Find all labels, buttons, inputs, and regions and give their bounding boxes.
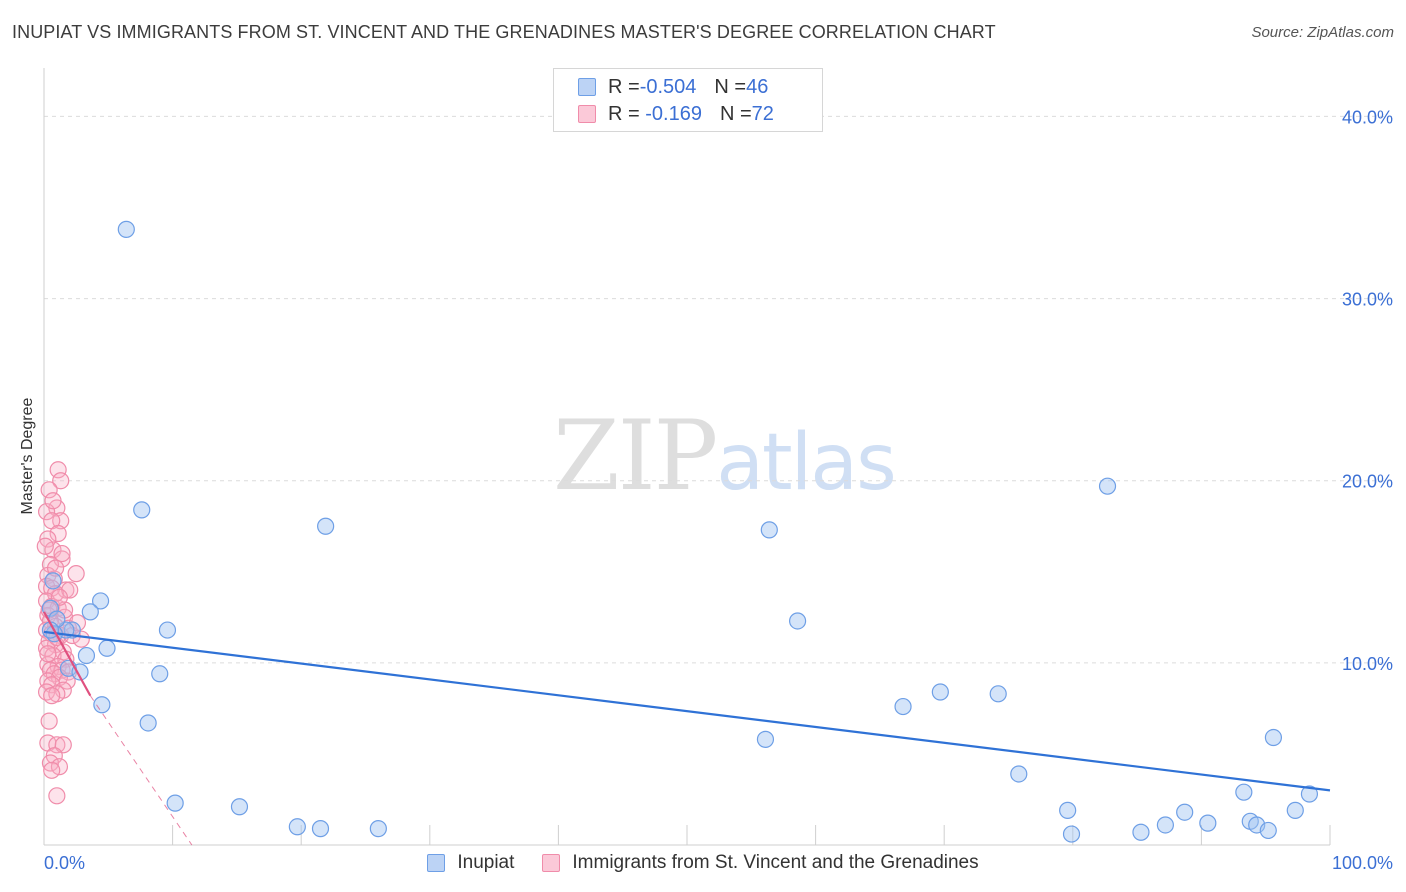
inupiat-data-point [98,639,116,657]
inupiat-data-point [1286,801,1304,819]
inupiat-data-point [1156,816,1174,834]
inupiat-data-point [1132,823,1150,841]
inupiat-data-point [788,612,807,630]
svg-data-point [39,645,57,663]
inupiat-data-point [44,572,62,590]
inupiat-data-point [151,665,169,683]
inupiat-data-point [93,696,111,714]
inupiat-data-point [158,621,177,639]
inupiat-data-point [1235,783,1253,801]
svg-data-point [52,472,70,490]
y-tick-label: 10.0% [1342,654,1393,674]
svg-data-point [44,492,62,510]
tick-labels: 10.0% 20.0% 30.0% 40.0% 0.0% 100.0% [44,107,1393,873]
inupiat-data-point [1199,814,1217,832]
inupiat-data-point [989,685,1007,703]
series-svg-points [36,461,90,805]
inupiat-trend-line [43,630,1331,792]
legend-swatch-svg [578,105,596,123]
svg-trend-line [43,611,92,697]
inupiat-data-point [41,599,60,617]
y-tick-label: 20.0% [1342,472,1393,492]
legend-n-value: 46 [746,75,769,98]
legend-swatch-svg [542,854,561,872]
inupiat-data-point [931,683,949,701]
legend-item-svg: Immigrants from St. Vincent and the Gren… [542,852,979,874]
legend-row-inupiat: R = -0.504 N = 46 [578,76,768,98]
svg-data-point [53,544,71,563]
x-tick-label: 100.0% [1332,853,1393,873]
inupiat-data-point [81,603,99,621]
legend-n-label: N = [714,75,747,98]
legend-row-svg: R = -0.169 N = 72 [578,103,774,125]
svg-data-point [48,787,66,805]
legend-label-svg: Immigrants from St. Vincent and the Gren… [572,852,979,873]
legend-r-label: R = [608,102,640,125]
inupiat-data-point [288,818,306,836]
svg-data-point [43,761,61,779]
inupiat-data-point [1264,728,1283,747]
inupiat-data-point [756,730,775,748]
svg-data-point [43,687,61,705]
inupiat-data-point [1062,825,1081,843]
svg-data-point [36,537,54,555]
gridlines [44,115,1394,664]
inupiat-data-point [894,697,912,716]
inupiat-data-point [133,501,151,519]
svg-data-point [40,712,58,730]
x-tick-label: 0.0% [44,853,85,873]
inupiat-data-point [1259,821,1277,840]
inupiat-data-point [77,646,96,665]
inupiat-data-point [1300,785,1319,803]
svg-data-point [37,503,56,521]
inupiat-data-point [230,798,249,816]
svg-data-point [52,512,70,530]
svg-data-point [41,754,60,772]
legend-n-value: 72 [751,102,774,125]
legend-item-inupiat: Inupiat [427,852,514,874]
svg-data-point [49,524,67,543]
chart-title: INUPIAT VS IMMIGRANTS FROM ST. VINCENT A… [12,22,996,42]
series-legend: Inupiat Immigrants from St. Vincent and … [0,852,1406,874]
inupiat-data-point [311,820,330,838]
svg-data-point [48,736,66,754]
y-tick-label: 30.0% [1342,290,1393,310]
inupiat-data-point [369,820,387,838]
inupiat-data-point [1176,803,1194,821]
source-credit: Source: ZipAtlas.com [1251,24,1394,41]
inupiat-data-point [1010,765,1028,783]
svg-data-point [40,481,58,499]
inupiat-data-point [117,220,135,238]
inupiat-data-point [760,521,778,539]
svg-data-point [49,461,67,479]
correlation-legend: R = -0.504 N = 46 R = -0.169 N = 72 [553,68,823,132]
inupiat-data-point [91,592,110,610]
series-inupiat-points [41,220,1319,843]
legend-r-value: -0.169 [639,102,702,125]
watermark: ZIPatlas [553,400,897,512]
legend-n-label: N = [719,102,752,125]
svg-data-point [67,565,85,583]
inupiat-data-point [139,714,157,732]
watermark-zip: ZIP [553,400,718,512]
inupiat-data-point [1098,477,1117,495]
y-tick-label: 40.0% [1342,107,1393,127]
inupiat-data-point [1059,801,1077,819]
inupiat-data-point [166,794,184,812]
axes [43,68,1331,846]
legend-r-value: -0.504 [639,75,697,98]
inupiat-data-point [317,517,335,535]
legend-r-label: R = [608,75,640,98]
legend-swatch-inupiat [427,854,446,872]
svg-trend-line-extension [89,695,193,846]
trend-lines [43,611,1331,846]
watermark-atlas: atlas [716,418,896,508]
legend-label-inupiat: Inupiat [457,852,515,873]
legend-swatch-inupiat [578,78,596,96]
svg-data-point [46,559,65,577]
